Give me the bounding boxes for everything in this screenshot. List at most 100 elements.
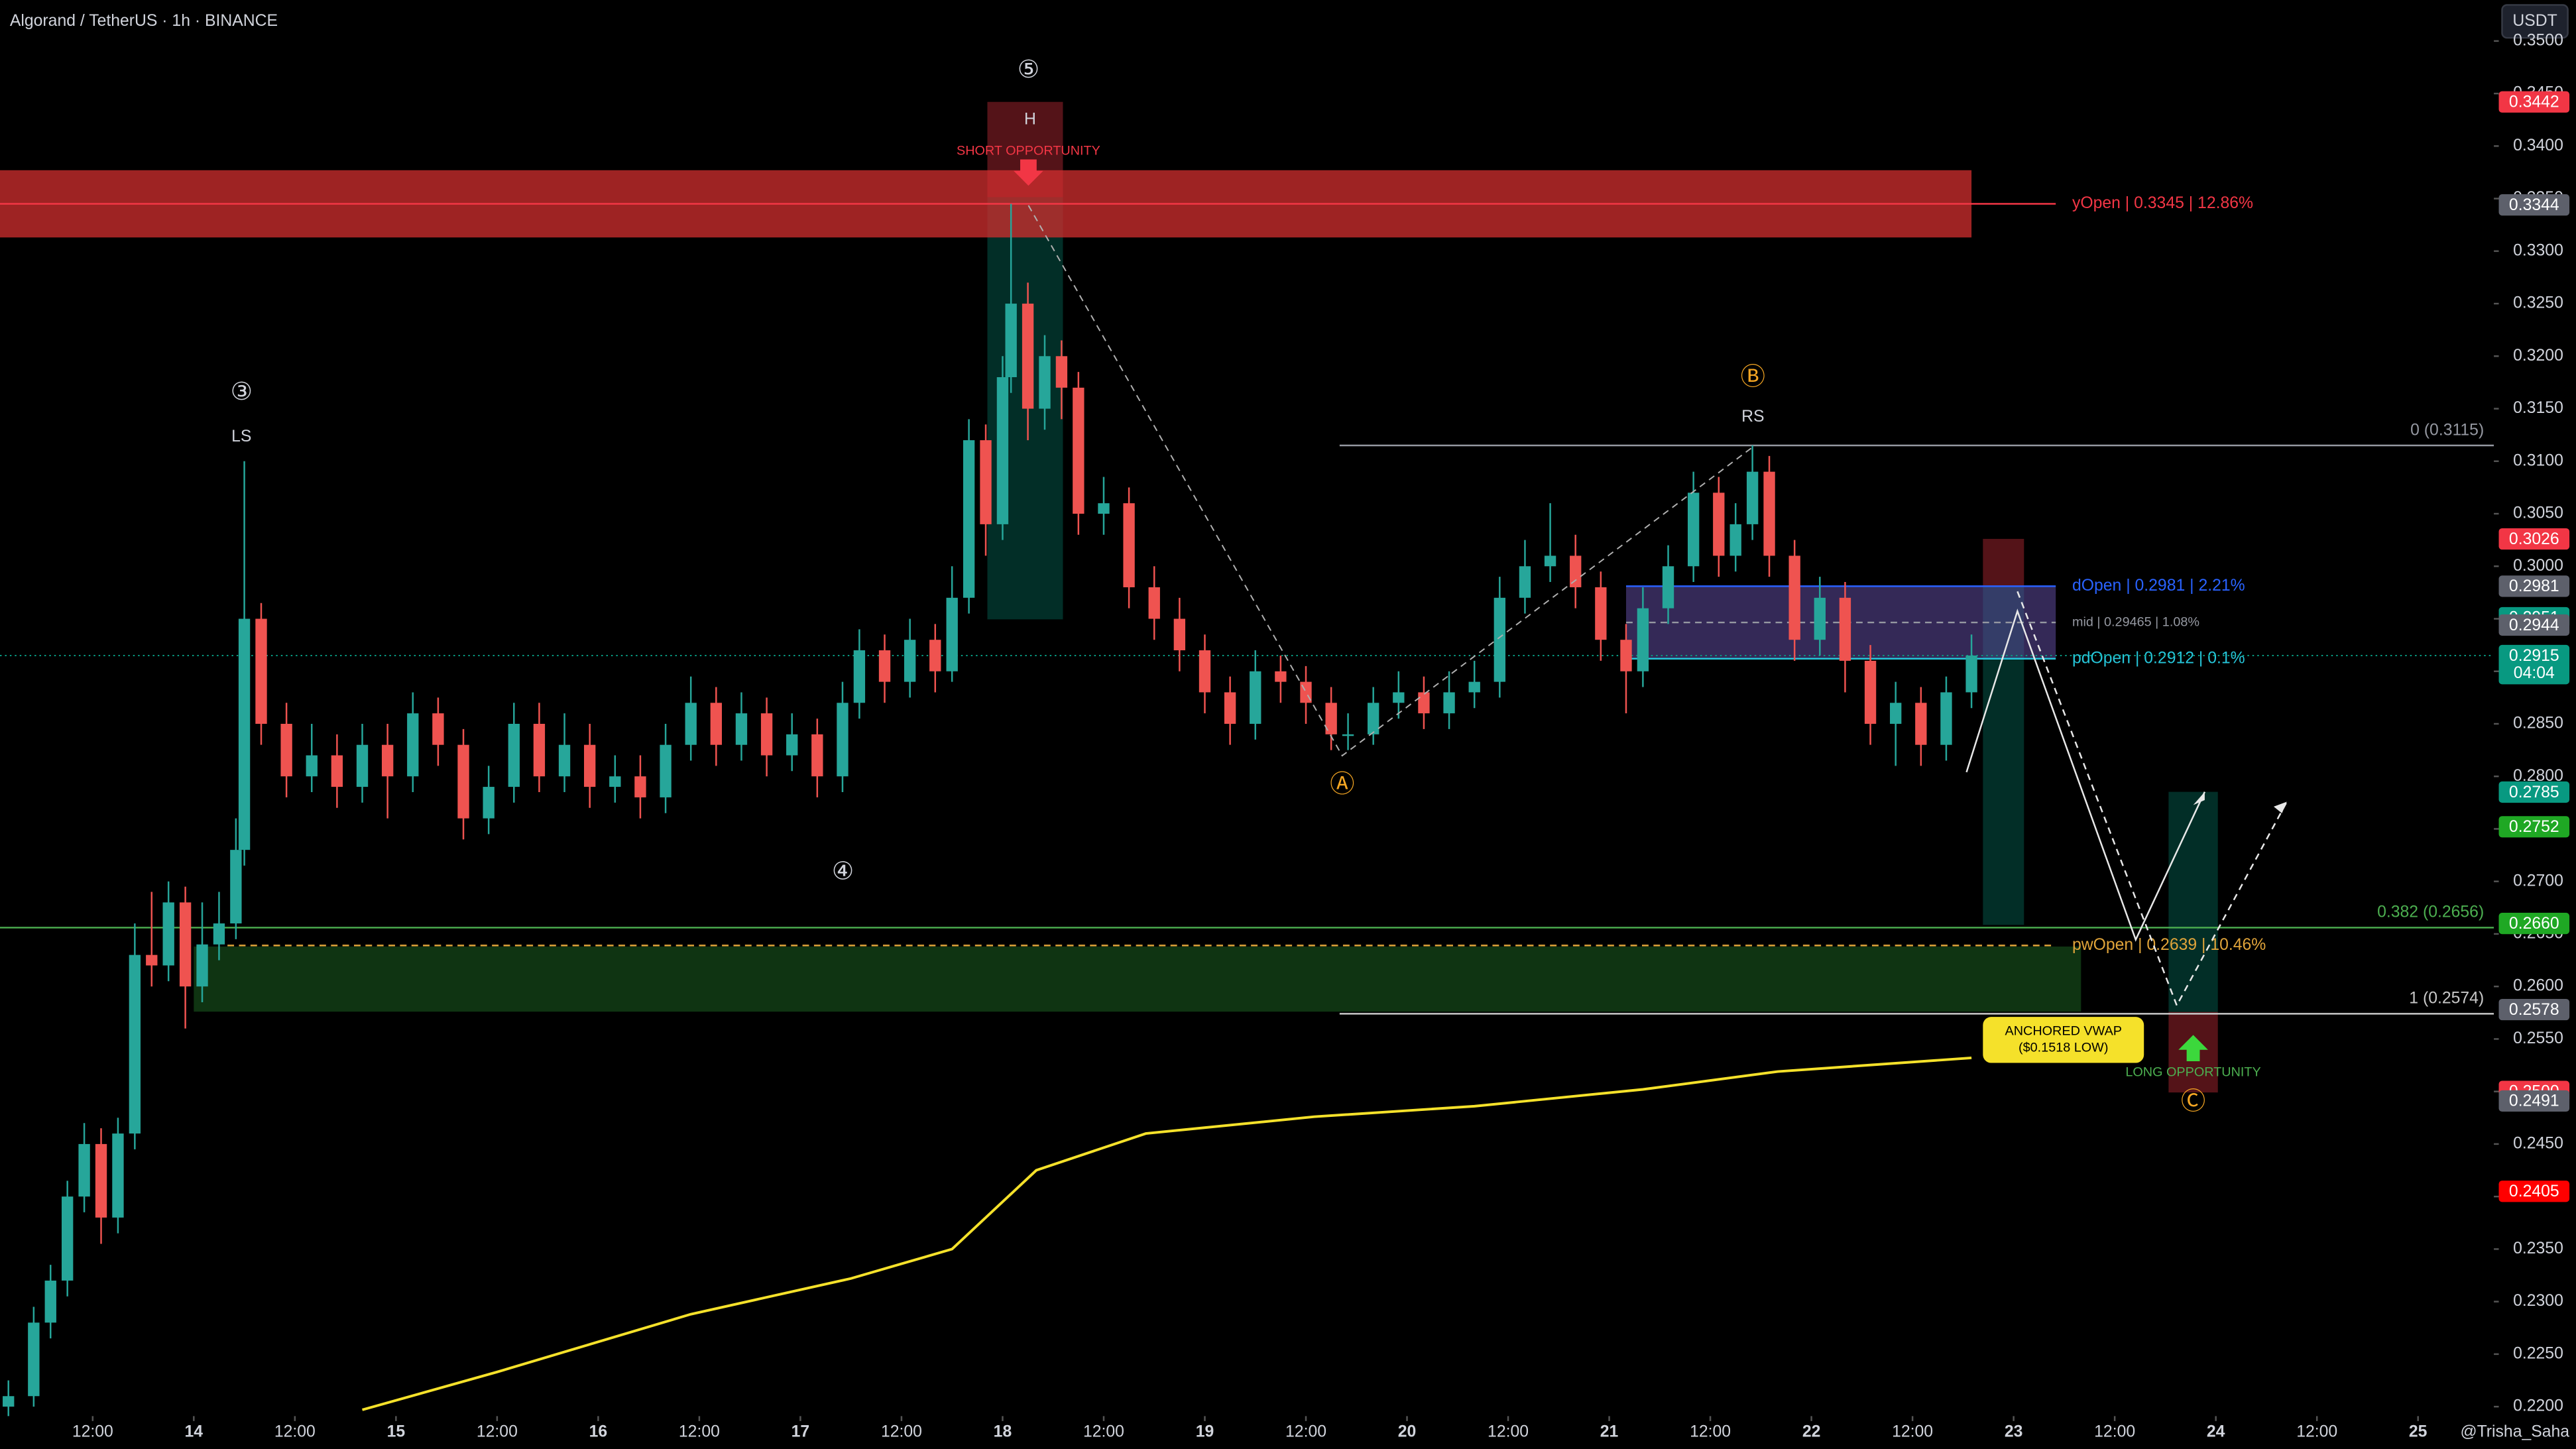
candle-body (1595, 587, 1607, 640)
candle-body (1890, 703, 1902, 724)
price-badge-label: 0.2405 (2509, 1183, 2559, 1200)
candle-body (878, 650, 891, 682)
x-tick-label: 12:00 (2094, 1423, 2135, 1441)
candle-body (432, 713, 444, 745)
price-badge-label: 0.3344 (2509, 196, 2559, 214)
candle-body (904, 640, 916, 682)
price-badge-label: 0.2785 (2509, 783, 2559, 801)
candle-body (1519, 566, 1531, 598)
series: yOpen | 0.3345 | 12.86% dOpen | 0.2981 | … (0, 170, 2494, 1417)
x-tick-label: 12:00 (477, 1423, 518, 1441)
candle-body (1637, 608, 1649, 671)
candle-body (1393, 692, 1405, 703)
candle-body (356, 744, 369, 787)
y-tick-label: 0.3500 (2513, 31, 2563, 49)
level-label: yOpen | 0.3345 | 12.86% (2072, 194, 2253, 212)
x-tick-label: 16 (589, 1423, 608, 1441)
x-tick-label: 12:00 (1488, 1423, 1529, 1441)
candle-body (146, 955, 158, 966)
candle-body (129, 955, 141, 1134)
y-tick-label: 0.2250 (2513, 1344, 2563, 1362)
wave-label: Ⓒ (2181, 1086, 2205, 1116)
x-tick-label: 23 (2005, 1423, 2023, 1441)
x-tick-label: 25 (2409, 1423, 2428, 1441)
candle-body (786, 734, 798, 756)
candle-body (1763, 471, 1775, 556)
price-badge-label: 0.3026 (2509, 530, 2559, 548)
candle-body (1713, 493, 1725, 556)
candle-body (1746, 471, 1759, 524)
projection (1965, 609, 2206, 942)
x-tick-label: 12:00 (1892, 1423, 1933, 1441)
x-tick-label: 19 (1196, 1423, 1214, 1441)
candle-body (1073, 387, 1084, 514)
candle-body (996, 377, 1009, 524)
candle-body (1940, 692, 1952, 745)
y-tick-label: 0.3400 (2513, 137, 2563, 154)
candle-body (78, 1143, 90, 1197)
price-badge (2498, 528, 2570, 550)
price-badge-label: 0.3442 (2509, 93, 2559, 111)
level-label: 1 (0.2574) (2409, 990, 2484, 1008)
wave-label: Ⓐ (1330, 769, 1354, 798)
candle-body (213, 923, 225, 945)
price-badge-label: 0.2944 (2509, 616, 2559, 634)
currency-button[interactable] (2501, 4, 2569, 39)
axes: 0.22000.22500.23000.23500.24000.24500.25… (72, 31, 2570, 1441)
candle-body (483, 787, 495, 819)
candle-body (1199, 650, 1211, 693)
candle-body (1275, 671, 1287, 682)
x-tick-label: 12:00 (2296, 1423, 2337, 1441)
candle-body (1788, 555, 1800, 640)
candle-body (95, 1143, 107, 1218)
candle-body (1839, 597, 1851, 661)
y-tick-label: 0.2200 (2513, 1397, 2563, 1415)
x-tick-label: 12:00 (1083, 1423, 1124, 1441)
candle-body (1022, 304, 1034, 409)
x-tick-label: 14 (185, 1423, 204, 1441)
level-label: 0.382 (0.2656) (2377, 903, 2484, 921)
candle-body (407, 713, 419, 777)
y-tick-label: 0.2350 (2513, 1240, 2563, 1257)
candle-body (196, 944, 208, 987)
candle-body (1250, 671, 1261, 724)
candle-body (558, 744, 571, 777)
candle-body (1418, 692, 1430, 714)
candle-body (381, 744, 394, 777)
candle-body (1039, 356, 1051, 409)
y-tick-label: 0.2700 (2513, 872, 2563, 890)
candle-body (1098, 503, 1110, 514)
x-tick-label: 12:00 (72, 1423, 113, 1441)
candle-body (1965, 655, 1977, 693)
price-badge (2498, 575, 2570, 597)
candle-body (634, 776, 646, 797)
x-tick-label: 12:00 (679, 1423, 720, 1441)
candle-body (710, 703, 723, 745)
arrow-head (2273, 801, 2287, 813)
short-arrow (1014, 159, 1043, 186)
candle-body (238, 618, 251, 850)
level-label: pdOpen | 0.2912 | 0.1% (2072, 649, 2245, 667)
candle-body (508, 723, 520, 787)
currency[interactable]: USDT (2512, 12, 2557, 30)
wave-label: ③ (231, 377, 253, 406)
last-price-label: 0.2915 (2509, 647, 2559, 665)
candle-body (1148, 587, 1160, 619)
price-axis (2494, 0, 2576, 1417)
candle-body (62, 1196, 74, 1281)
candle-body (685, 703, 697, 745)
candle-body (1493, 597, 1506, 682)
y-tick-label: 0.2600 (2513, 977, 2563, 995)
candle-body (1224, 692, 1236, 724)
candle-body (584, 744, 596, 787)
candle-body (946, 597, 958, 671)
x-tick-label: 18 (994, 1423, 1012, 1441)
x-tick-label: 15 (387, 1423, 406, 1441)
y-tick-label: 0.3000 (2513, 557, 2563, 575)
price-badge-label: 0.2578 (2509, 1001, 2559, 1019)
price-badge-label: 0.2491 (2509, 1092, 2559, 1110)
candle-body (1544, 555, 1556, 567)
level-label: pwOpen | 0.2639 | 10.46% (2072, 936, 2266, 954)
